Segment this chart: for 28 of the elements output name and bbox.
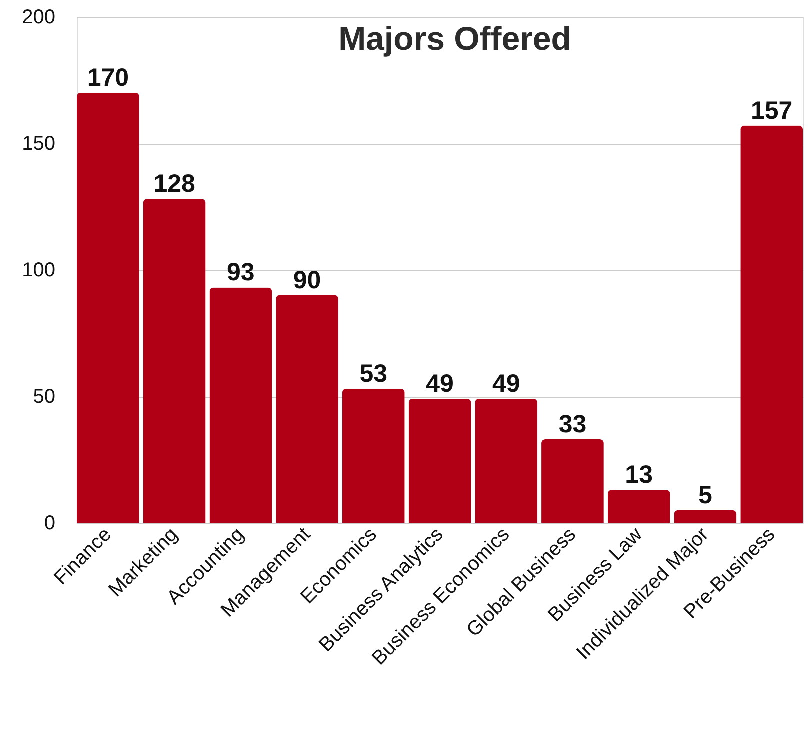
bar (276, 295, 338, 523)
data-label: 128 (154, 170, 196, 198)
data-label: 53 (360, 360, 388, 388)
data-label: 90 (293, 266, 322, 294)
bar (210, 288, 272, 523)
data-label: 93 (227, 258, 255, 287)
bar (408, 399, 472, 523)
y-tick-label: 150 (22, 133, 56, 155)
data-label: 5 (698, 481, 712, 510)
bar (143, 199, 206, 523)
bar (740, 126, 803, 523)
bar (674, 510, 737, 523)
bar (542, 440, 604, 523)
y-tick-label: 200 (22, 6, 56, 28)
bar (608, 490, 670, 523)
data-label: 13 (625, 461, 653, 490)
y-tick-label: 0 (44, 512, 56, 534)
chart-title: Majors Offered (338, 20, 572, 57)
y-tick-label: 50 (33, 386, 56, 408)
data-label: 170 (87, 64, 130, 92)
data-label: 49 (492, 370, 520, 398)
y-tick-label: 100 (22, 260, 56, 282)
data-label: 157 (750, 96, 793, 125)
data-label: 33 (558, 410, 587, 439)
bar (77, 92, 140, 523)
bar (342, 388, 405, 523)
bar (475, 399, 538, 523)
data-label: 49 (426, 370, 454, 398)
